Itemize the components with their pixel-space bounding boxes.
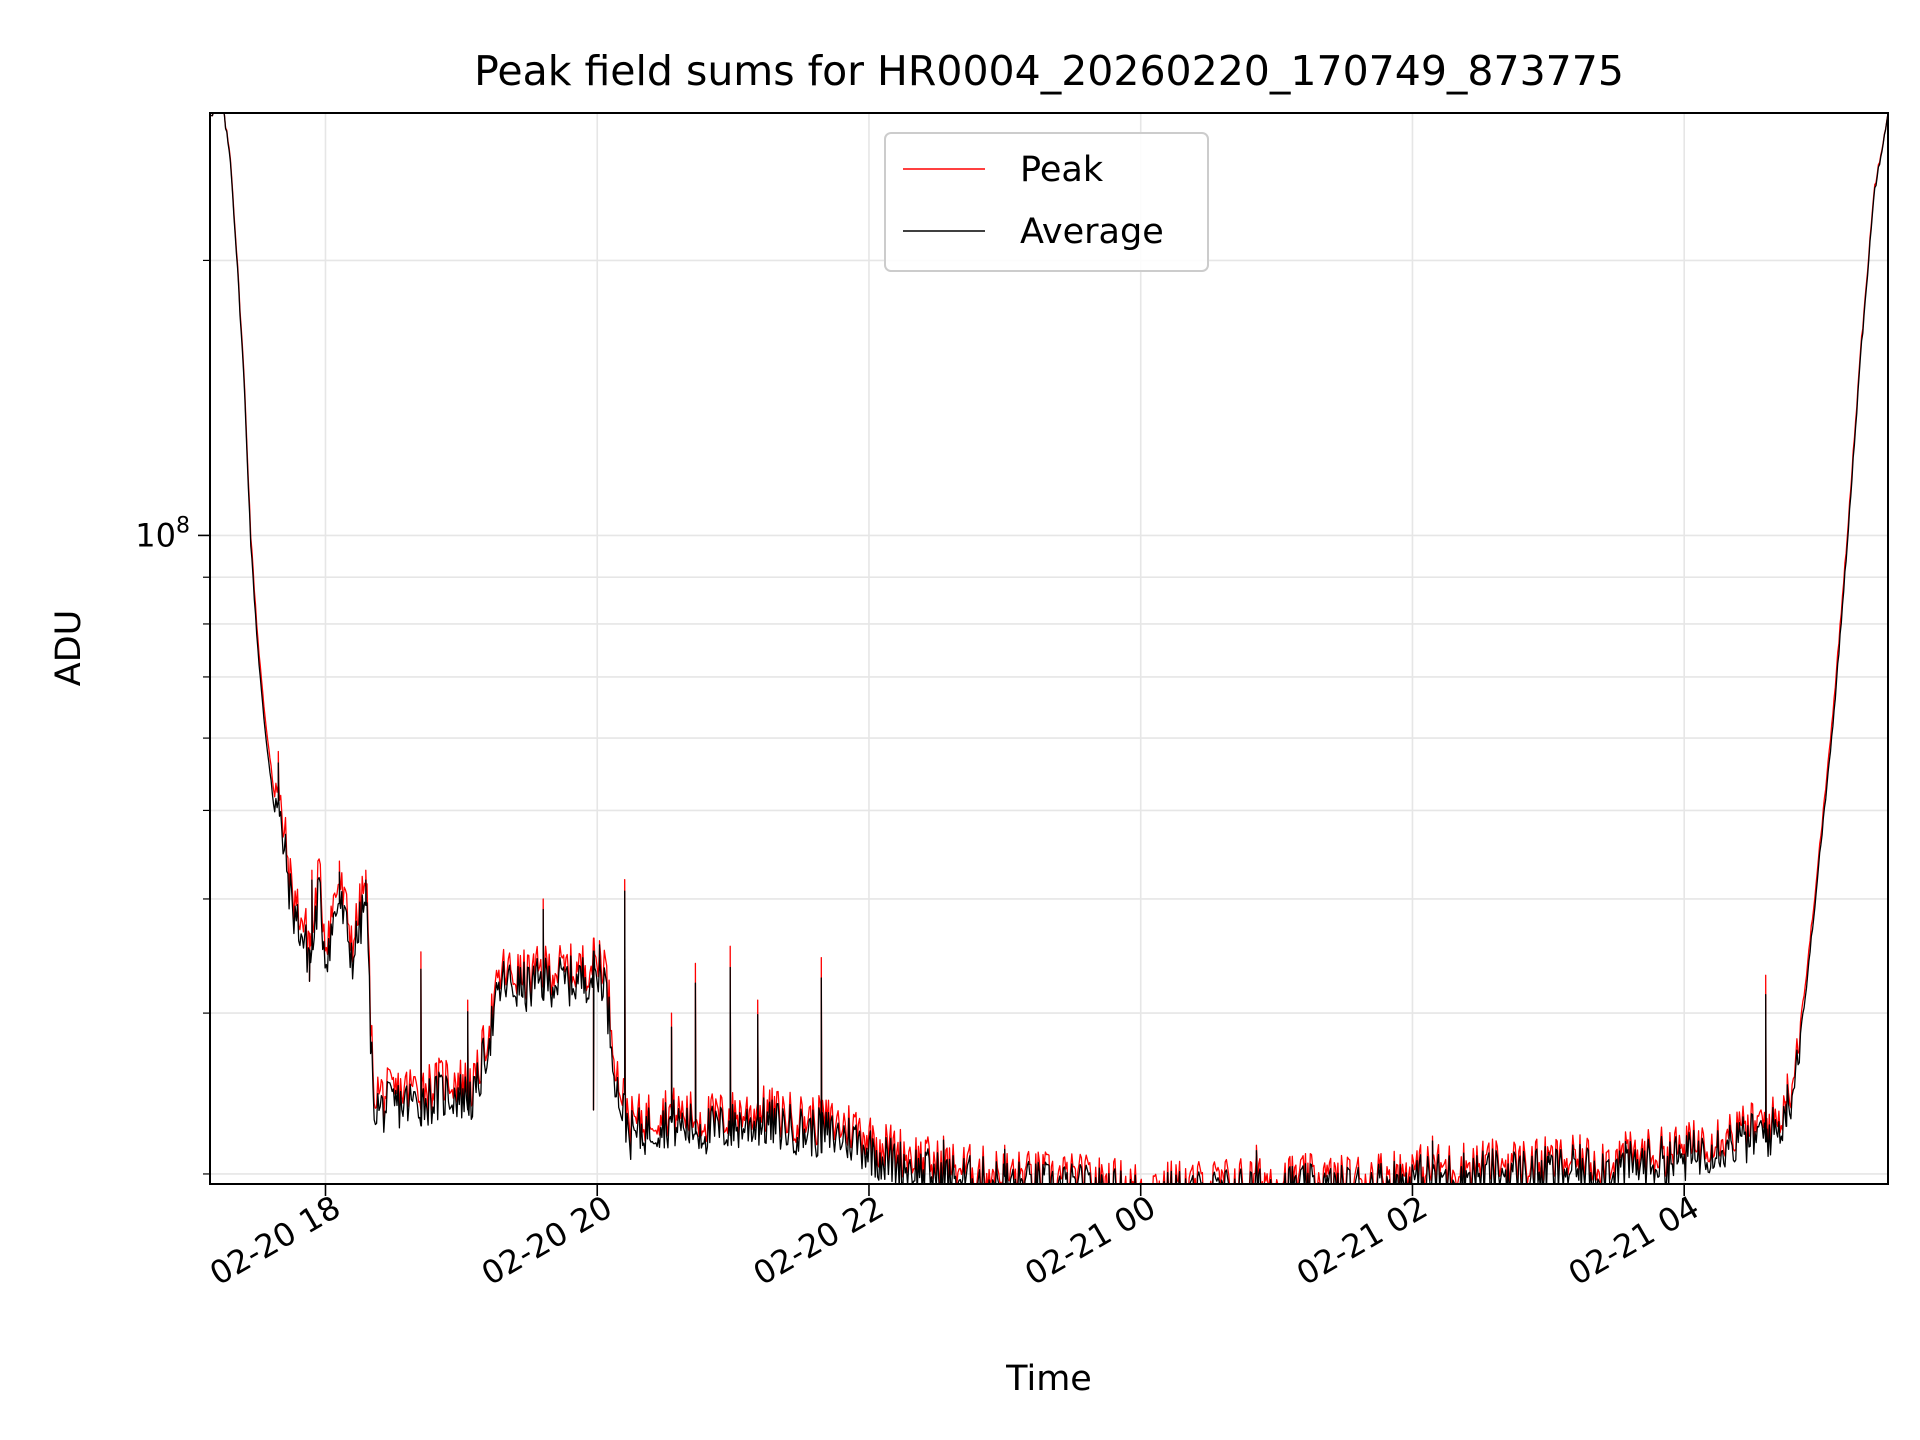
chart-title: Peak field sums for HR0004_20260220_1707…: [474, 47, 1624, 95]
legend: Peak Average: [884, 132, 1209, 272]
plot-frame: [209, 112, 1889, 1185]
legend-label-average: Average: [1020, 212, 1164, 252]
y-tick-label: 108: [135, 513, 190, 554]
legend-label-peak: Peak: [1020, 150, 1104, 190]
data-series: [210, 113, 1888, 1184]
series-line-average: [210, 113, 1888, 1184]
legend-box: [884, 132, 1209, 272]
x-axis-label: Time: [1005, 1359, 1092, 1399]
y-axis-label: ADU: [49, 610, 89, 687]
